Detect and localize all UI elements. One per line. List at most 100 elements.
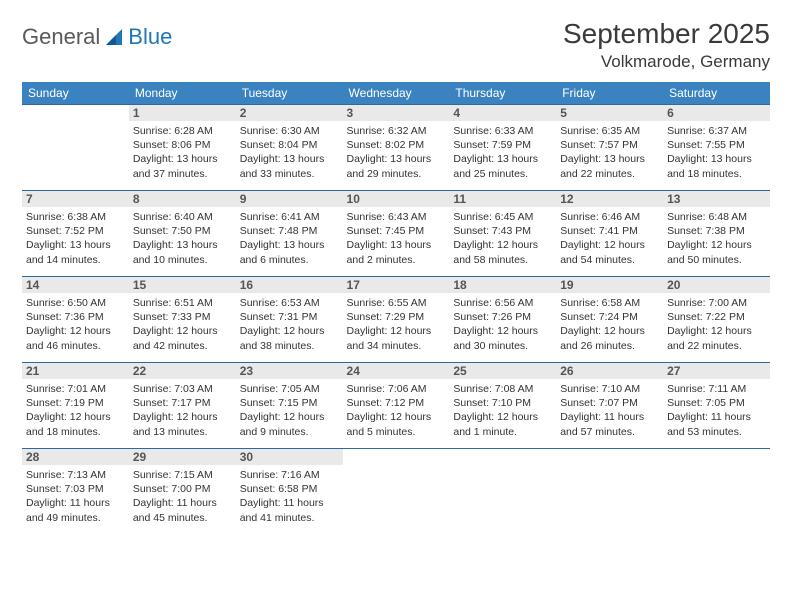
day-number: 26: [556, 363, 663, 379]
day-number: 17: [343, 277, 450, 293]
month-title: September 2025: [563, 18, 770, 50]
day-details: Sunrise: 7:06 AMSunset: 7:12 PMDaylight:…: [347, 382, 446, 439]
day-number: [449, 449, 556, 465]
logo-text-1: General: [22, 24, 100, 50]
day-details: Sunrise: 6:43 AMSunset: 7:45 PMDaylight:…: [347, 210, 446, 267]
calendar-cell: 30Sunrise: 7:16 AMSunset: 6:58 PMDayligh…: [236, 449, 343, 535]
day-number: 24: [343, 363, 450, 379]
day-number: 22: [129, 363, 236, 379]
day-details: Sunrise: 6:30 AMSunset: 8:04 PMDaylight:…: [240, 124, 339, 181]
sail-icon: [104, 27, 124, 47]
day-details: Sunrise: 6:50 AMSunset: 7:36 PMDaylight:…: [26, 296, 125, 353]
calendar-cell: 29 Sunrise: 7:15 AMSunset: 7:00 PMDayligh…: [129, 449, 236, 535]
weekday-header-row: SundayMondayTuesdayWednesdayThursdayFrid…: [22, 82, 770, 105]
day-number: 18: [449, 277, 556, 293]
day-number: 30: [236, 449, 343, 465]
day-details: Sunrise: 6:55 AMSunset: 7:29 PMDaylight:…: [347, 296, 446, 353]
calendar-cell: [449, 449, 556, 535]
day-details: Sunrise: 7:11 AMSunset: 7:05 PMDaylight:…: [667, 382, 766, 439]
day-details: Sunrise: 6:32 AMSunset: 8:02 PMDaylight:…: [347, 124, 446, 181]
day-details: Sunrise: 6:45 AMSunset: 7:43 PMDaylight:…: [453, 210, 552, 267]
day-details: Sunrise: 7:05 AMSunset: 7:15 PMDaylight:…: [240, 382, 339, 439]
day-number: [343, 449, 450, 465]
logo-text-2: Blue: [128, 24, 172, 50]
day-details: Sunrise: 6:35 AMSunset: 7:57 PMDaylight:…: [560, 124, 659, 181]
calendar-cell: 24 Sunrise: 7:06 AMSunset: 7:12 PMDayligh…: [343, 363, 450, 449]
day-details: Sunrise: 6:38 AMSunset: 7:52 PMDaylight:…: [26, 210, 125, 267]
calendar-cell: 11 Sunrise: 6:45 AMSunset: 7:43 PMDayligh…: [449, 191, 556, 277]
day-details: Sunrise: 6:48 AMSunset: 7:38 PMDaylight:…: [667, 210, 766, 267]
day-number: 11: [449, 191, 556, 207]
day-details: Sunrise: 6:40 AMSunset: 7:50 PMDaylight:…: [133, 210, 232, 267]
calendar-cell: 28Sunrise: 7:13 AMSunset: 7:03 PMDayligh…: [22, 449, 129, 535]
calendar-cell: 27 Sunrise: 7:11 AMSunset: 7:05 PMDayligh…: [663, 363, 770, 449]
day-details: Sunrise: 7:03 AMSunset: 7:17 PMDaylight:…: [133, 382, 232, 439]
calendar-cell: 17 Sunrise: 6:55 AMSunset: 7:29 PMDayligh…: [343, 277, 450, 363]
calendar-cell: 19Sunrise: 6:58 AMSunset: 7:24 PMDayligh…: [556, 277, 663, 363]
calendar-cell: 2 Sunrise: 6:30 AMSunset: 8:04 PMDaylight…: [236, 105, 343, 191]
day-number: 12: [556, 191, 663, 207]
day-number: 5: [556, 105, 663, 121]
day-number: 13: [663, 191, 770, 207]
calendar-cell: 16 Sunrise: 6:53 AMSunset: 7:31 PMDayligh…: [236, 277, 343, 363]
day-details: Sunrise: 6:33 AMSunset: 7:59 PMDaylight:…: [453, 124, 552, 181]
calendar-cell: 12 Sunrise: 6:46 AMSunset: 7:41 PMDayligh…: [556, 191, 663, 277]
day-details: Sunrise: 7:15 AMSunset: 7:00 PMDaylight:…: [133, 468, 232, 525]
day-details: Sunrise: 7:13 AMSunset: 7:03 PMDaylight:…: [26, 468, 125, 525]
day-number: [663, 449, 770, 465]
day-number: 27: [663, 363, 770, 379]
calendar-cell: 23 Sunrise: 7:05 AMSunset: 7:15 PMDayligh…: [236, 363, 343, 449]
calendar-cell: [556, 449, 663, 535]
calendar-cell: 8Sunrise: 6:40 AMSunset: 7:50 PMDaylight…: [129, 191, 236, 277]
day-number: 16: [236, 277, 343, 293]
calendar-week-row: 21 Sunrise: 7:01 AMSunset: 7:19 PMDayligh…: [22, 363, 770, 449]
day-details: Sunrise: 6:46 AMSunset: 7:41 PMDaylight:…: [560, 210, 659, 267]
calendar-cell: [663, 449, 770, 535]
calendar-cell: 18Sunrise: 6:56 AMSunset: 7:26 PMDayligh…: [449, 277, 556, 363]
day-number: 19: [556, 277, 663, 293]
calendar-cell: 20 Sunrise: 7:00 AMSunset: 7:22 PMDayligh…: [663, 277, 770, 363]
day-details: Sunrise: 6:53 AMSunset: 7:31 PMDaylight:…: [240, 296, 339, 353]
day-number: 20: [663, 277, 770, 293]
weekday-header: Friday: [556, 82, 663, 105]
header: General Blue September 2025 Volkmarode, …: [22, 18, 770, 72]
calendar-week-row: 1Sunrise: 6:28 AMSunset: 8:06 PMDaylight…: [22, 105, 770, 191]
calendar-cell: 3 Sunrise: 6:32 AMSunset: 8:02 PMDaylight…: [343, 105, 450, 191]
day-number: 2: [236, 105, 343, 121]
calendar-cell: 21 Sunrise: 7:01 AMSunset: 7:19 PMDayligh…: [22, 363, 129, 449]
weekday-header: Monday: [129, 82, 236, 105]
day-number: 21: [22, 363, 129, 379]
calendar-week-row: 7Sunrise: 6:38 AMSunset: 7:52 PMDaylight…: [22, 191, 770, 277]
day-number: 4: [449, 105, 556, 121]
day-details: Sunrise: 6:37 AMSunset: 7:55 PMDaylight:…: [667, 124, 766, 181]
day-number: 14: [22, 277, 129, 293]
weekday-header: Tuesday: [236, 82, 343, 105]
calendar-table: SundayMondayTuesdayWednesdayThursdayFrid…: [22, 82, 770, 535]
day-number: [22, 105, 129, 121]
day-details: Sunrise: 7:08 AMSunset: 7:10 PMDaylight:…: [453, 382, 552, 439]
day-details: Sunrise: 7:10 AMSunset: 7:07 PMDaylight:…: [560, 382, 659, 439]
day-number: 29: [129, 449, 236, 465]
day-details: Sunrise: 7:01 AMSunset: 7:19 PMDaylight:…: [26, 382, 125, 439]
weekday-header: Wednesday: [343, 82, 450, 105]
calendar-cell: 4 Sunrise: 6:33 AMSunset: 7:59 PMDaylight…: [449, 105, 556, 191]
day-number: 25: [449, 363, 556, 379]
day-details: Sunrise: 7:00 AMSunset: 7:22 PMDaylight:…: [667, 296, 766, 353]
calendar-cell: [343, 449, 450, 535]
calendar-cell: 26 Sunrise: 7:10 AMSunset: 7:07 PMDayligh…: [556, 363, 663, 449]
calendar-week-row: 14 Sunrise: 6:50 AMSunset: 7:36 PMDayligh…: [22, 277, 770, 363]
calendar-cell: 6Sunrise: 6:37 AMSunset: 7:55 PMDaylight…: [663, 105, 770, 191]
calendar-cell: 5 Sunrise: 6:35 AMSunset: 7:57 PMDaylight…: [556, 105, 663, 191]
calendar-cell: 15Sunrise: 6:51 AMSunset: 7:33 PMDayligh…: [129, 277, 236, 363]
day-details: Sunrise: 6:28 AMSunset: 8:06 PMDaylight:…: [133, 124, 232, 181]
day-number: 9: [236, 191, 343, 207]
calendar-cell: 7Sunrise: 6:38 AMSunset: 7:52 PMDaylight…: [22, 191, 129, 277]
calendar-cell: 10Sunrise: 6:43 AMSunset: 7:45 PMDayligh…: [343, 191, 450, 277]
weekday-header: Saturday: [663, 82, 770, 105]
day-number: 23: [236, 363, 343, 379]
day-details: Sunrise: 6:41 AMSunset: 7:48 PMDaylight:…: [240, 210, 339, 267]
calendar-week-row: 28Sunrise: 7:13 AMSunset: 7:03 PMDayligh…: [22, 449, 770, 535]
weekday-header: Sunday: [22, 82, 129, 105]
weekday-header: Thursday: [449, 82, 556, 105]
day-number: 3: [343, 105, 450, 121]
